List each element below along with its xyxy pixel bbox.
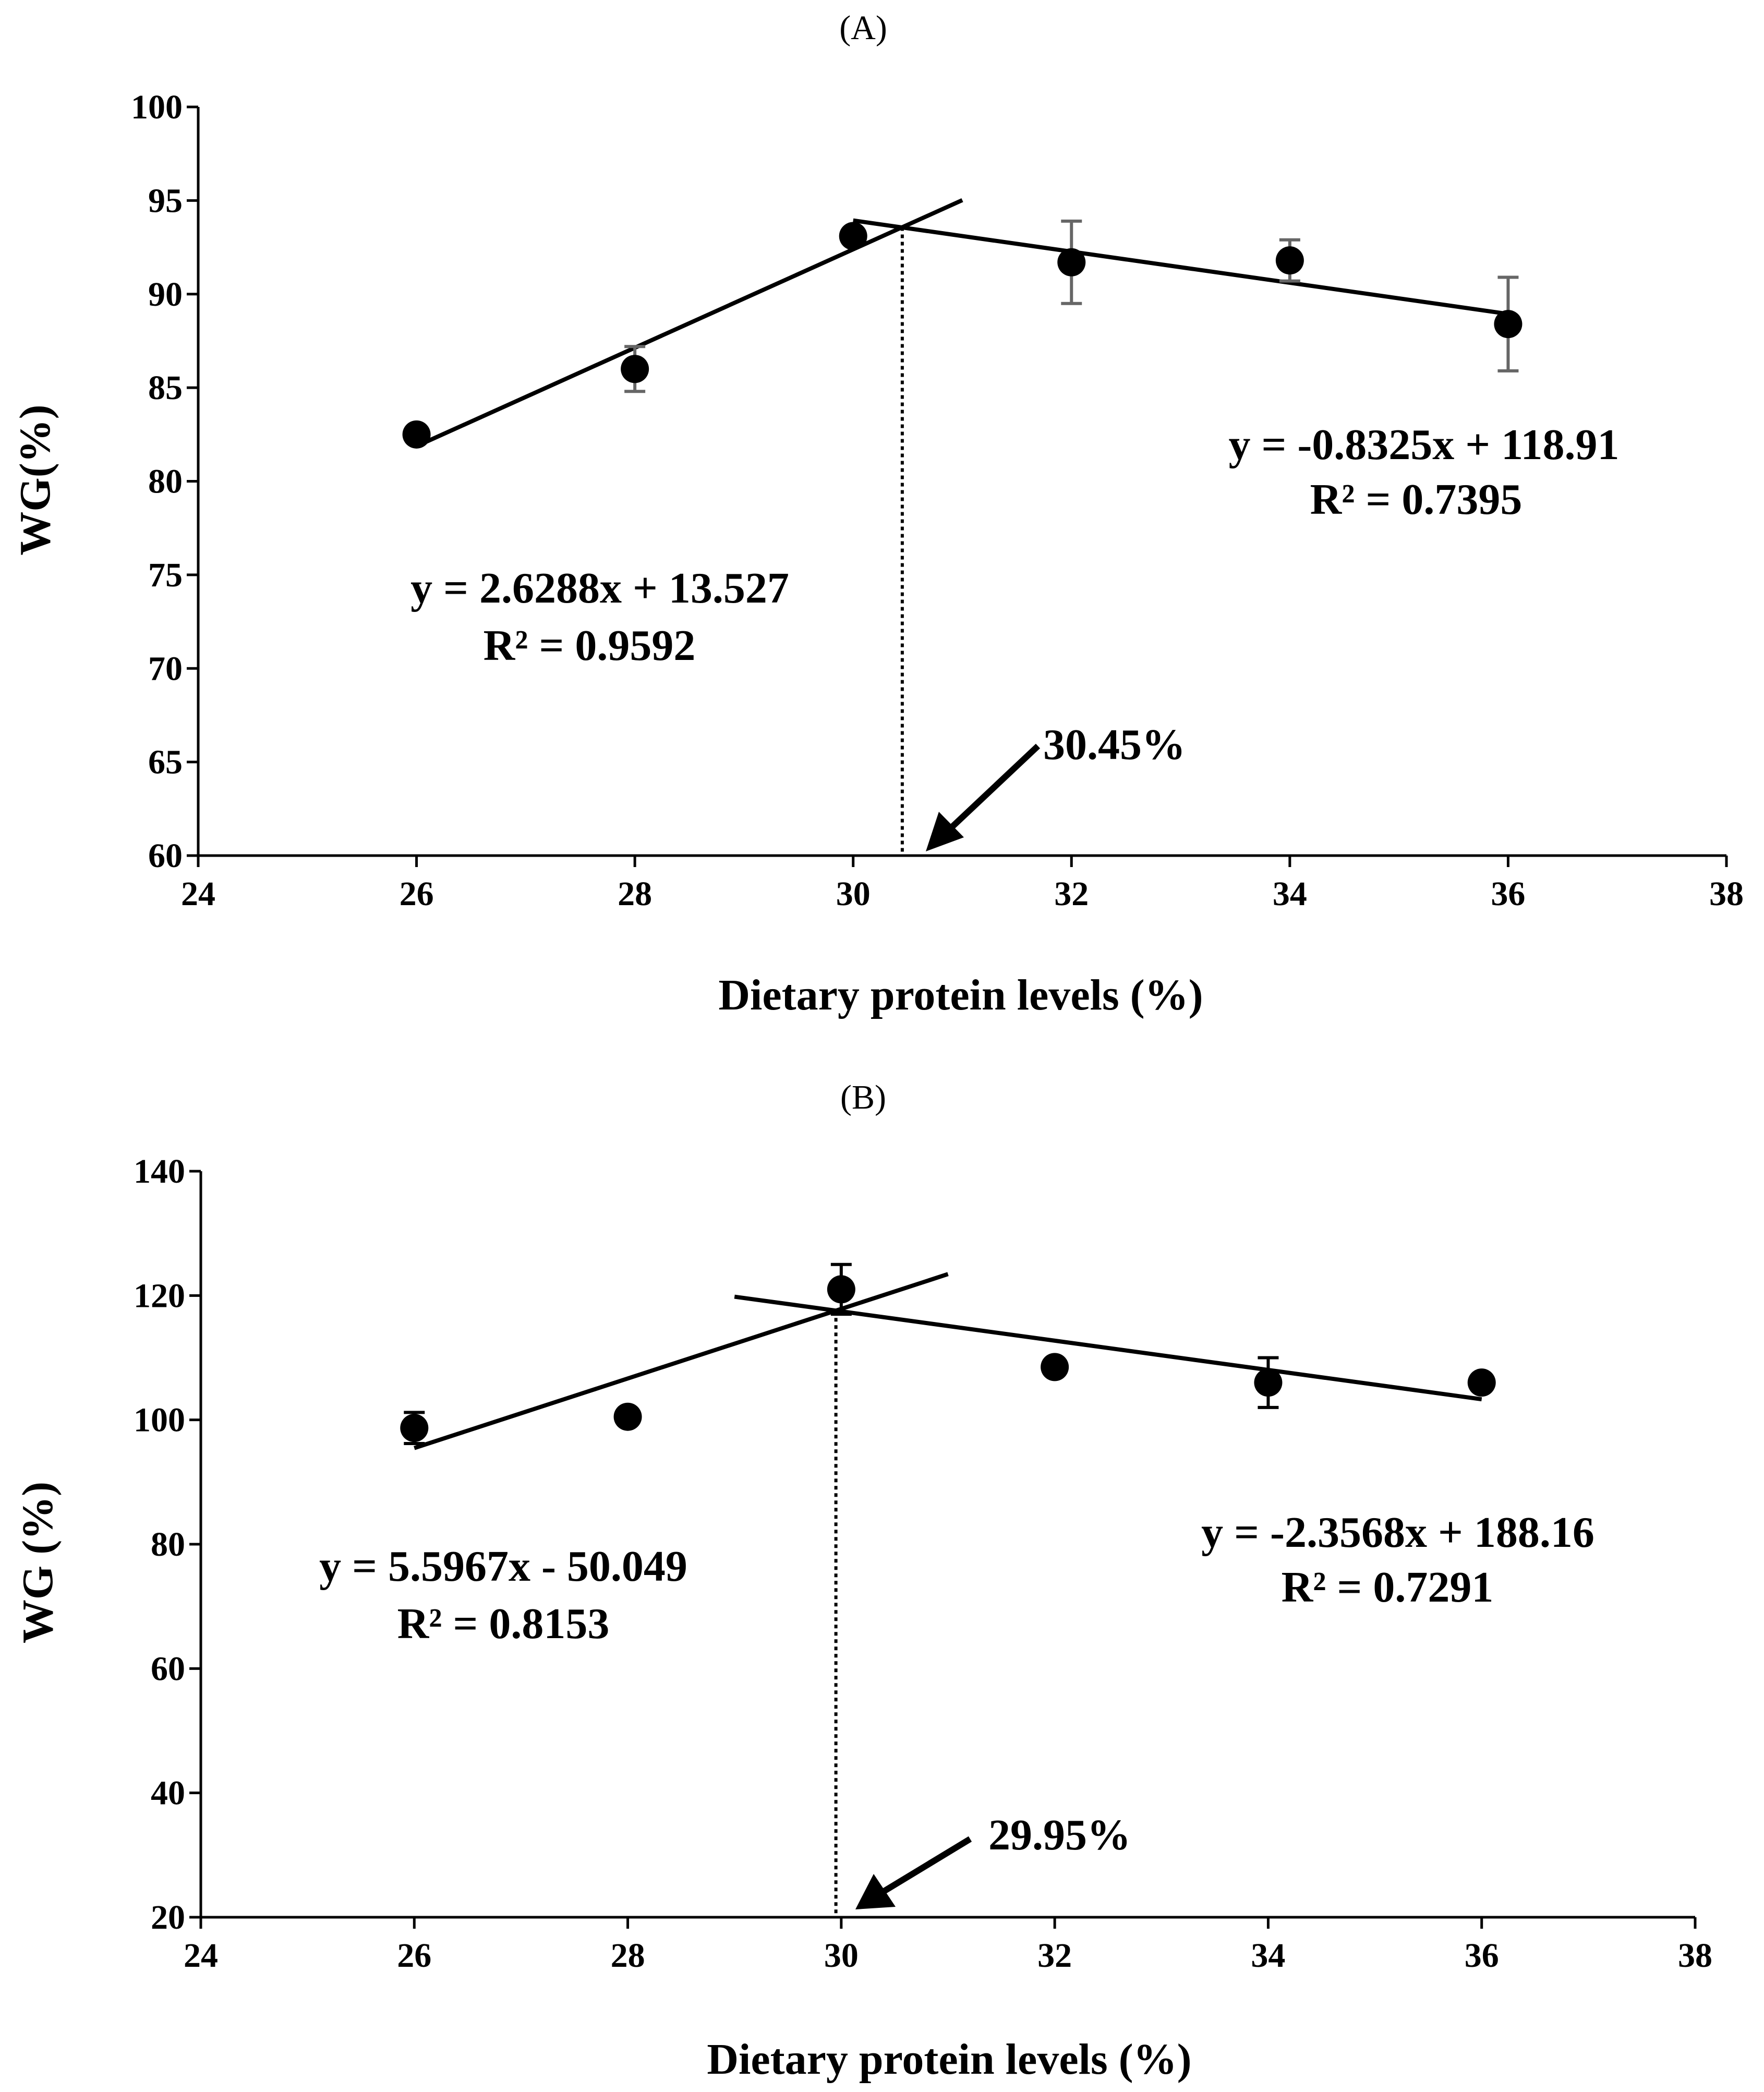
panel-b-fit2-r2: R² = 0.7291	[1282, 1563, 1494, 1612]
panel-b-fit-line-2	[734, 1294, 1482, 1402]
panel-b-marks	[400, 1263, 1496, 1917]
panel-a-fit-line-2	[853, 218, 1508, 316]
panel-a-x-axis-title: Dietary protein levels (%)	[718, 971, 1203, 1019]
panel-b-fit2-equation: y = -2.3568x + 188.16	[1201, 1508, 1594, 1557]
panel-b-breakpoint-label: 29.95%	[988, 1811, 1131, 1859]
panel-a-fit2-r2: R² = 0.7395	[1310, 475, 1523, 524]
panel-b-data-point	[400, 1414, 429, 1442]
panel-a-fit2-equation: y = -0.8325x + 118.91	[1228, 420, 1619, 469]
panel-b-y-tick-label: 80	[151, 1525, 185, 1564]
panel-a-x-tick-label: 28	[618, 875, 652, 913]
panel-b-y-tick-label: 40	[151, 1774, 185, 1812]
panel-b-axes: 20 40 60 80 100 120 140 24 26 28 30 32 34 36 38	[134, 1152, 1712, 1975]
panel-b-x-tick-label: 38	[1678, 1937, 1712, 1975]
panel-b-x-axis-title: Dietary protein levels (%)	[707, 2035, 1191, 2084]
panel-a-data-point	[839, 222, 867, 250]
panel-a-x-tick-label: 34	[1273, 875, 1307, 913]
panel-a-y-axis-title: WG(%)	[11, 404, 59, 555]
panel-a-x-tick-label: 26	[400, 875, 434, 913]
panel-a-data-point	[1494, 310, 1523, 339]
panel-a-data-point	[402, 420, 431, 449]
panel-b-y-tick-label: 120	[134, 1277, 185, 1315]
panel-a-marks	[402, 198, 1523, 856]
panel-a-x-tick-label: 24	[181, 875, 215, 913]
panel-a-y-tick-label: 85	[148, 369, 183, 407]
panel-a-x-tick-label: 36	[1491, 875, 1525, 913]
panel-a-y-tick-label: 90	[148, 275, 183, 314]
panel-b-y-tick-label: 60	[151, 1650, 185, 1688]
panel-a-data-point	[1057, 248, 1086, 276]
panel-a-x-tick-label: 30	[836, 875, 871, 913]
panel-b-y-tick-label: 140	[134, 1152, 185, 1191]
panel-b-fit-line-1	[414, 1272, 949, 1450]
panel-a-x-tick-label: 38	[1709, 875, 1744, 913]
panel-a-y-tick-label: 65	[148, 743, 183, 782]
panel-b-data-point	[1467, 1368, 1496, 1397]
panel-a-fit-line-1	[415, 198, 963, 448]
panel-b-fit1-equation: y = 5.5967x - 50.049	[319, 1542, 687, 1591]
panel-b-data-point	[1254, 1368, 1283, 1397]
panel-b-x-tick-label: 26	[397, 1937, 431, 1975]
panel-b-fit1-r2: R² = 0.8153	[397, 1600, 610, 1648]
panel-a-y-tick-label: 100	[131, 88, 183, 126]
panel-a-fit1-equation: y = 2.6288x + 13.527	[410, 564, 789, 612]
panel-b-y-axis-title: WG (%)	[14, 1482, 62, 1643]
chart-panel-b: (B) 20 40 60 80 100 120 140 24 26 28 30 32 34 36 38 Di…	[14, 1078, 1712, 2084]
panel-b-data-point	[613, 1402, 642, 1431]
panel-b-x-tick-label: 24	[184, 1937, 218, 1975]
panel-b-x-tick-label: 30	[824, 1937, 859, 1975]
panel-a-breakpoint-arrow	[926, 743, 1041, 851]
panel-b-data-point	[827, 1275, 855, 1304]
panel-a-y-tick-label: 80	[148, 463, 183, 501]
panel-a-y-tick-label: 75	[148, 556, 183, 594]
panel-b-data-point	[1041, 1353, 1069, 1381]
panel-b-title: (B)	[840, 1078, 886, 1116]
panel-a-title: (A)	[839, 9, 887, 47]
panel-a-x-tick-label: 32	[1054, 875, 1089, 913]
panel-a-y-tick-label: 95	[148, 182, 183, 220]
panel-a-data-point	[621, 355, 649, 383]
panel-a-y-tick-label: 60	[148, 837, 183, 875]
panel-a-y-tick-label: 70	[148, 650, 183, 688]
panel-a-fit1-r2: R² = 0.9592	[484, 621, 696, 670]
panel-a-axes: 60 65 70 75 80 85 90 95 100 24 26 28 30 32 34 36 38	[131, 88, 1744, 913]
panel-b-y-tick-label: 20	[151, 1898, 185, 1937]
panel-b-y-tick-label: 100	[134, 1401, 185, 1439]
panel-b-x-tick-label: 36	[1465, 1937, 1499, 1975]
panel-b-breakpoint-arrow	[855, 1836, 972, 1909]
panel-a-data-point	[1275, 246, 1304, 275]
panel-a-breakpoint-label: 30.45%	[1043, 720, 1186, 769]
panel-b-x-tick-label: 34	[1251, 1937, 1285, 1975]
panel-b-x-tick-label: 28	[611, 1937, 645, 1975]
panel-b-x-tick-label: 32	[1037, 1937, 1072, 1975]
